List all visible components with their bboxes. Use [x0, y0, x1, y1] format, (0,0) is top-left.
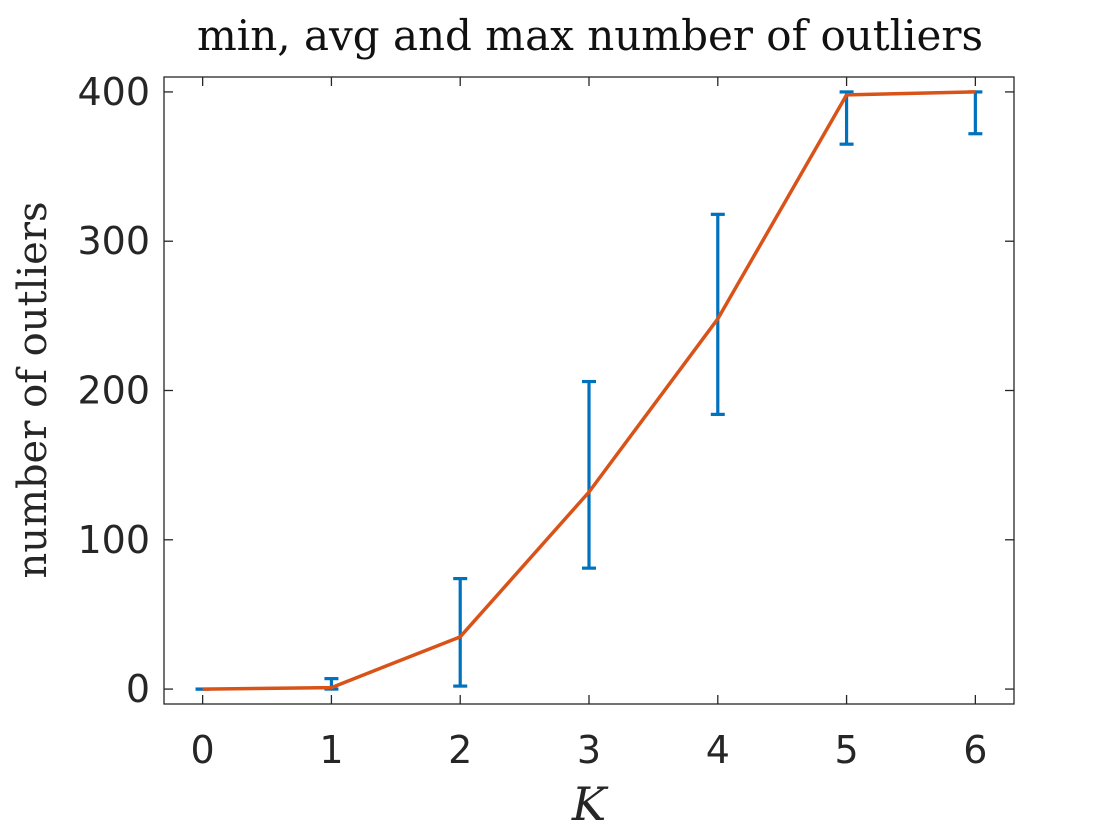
x-tick-label: 2: [448, 728, 472, 772]
plot-area: 0 1 2 3 4 5 6 0 100 200 300 400: [77, 70, 1014, 772]
x-tick-label: 1: [319, 728, 343, 772]
y-tick-label: 400: [77, 70, 150, 114]
error-bar: [839, 90, 854, 146]
y-axis-label: number of outliers: [10, 202, 56, 579]
y-tick-label: 100: [77, 518, 150, 562]
error-bar: [710, 212, 725, 416]
x-tick-label: 5: [834, 728, 858, 772]
x-tick-label: 4: [706, 728, 730, 772]
error-bar: [453, 576, 468, 688]
chart-title: min, avg and max number of outliers: [197, 11, 983, 60]
x-axis-label: K: [571, 777, 609, 831]
y-tick-label: 0: [126, 667, 150, 711]
x-tick-label: 0: [191, 728, 215, 772]
y-tick-label: 300: [77, 219, 150, 263]
error-bar: [582, 379, 596, 570]
axes-box: [163, 76, 1015, 705]
x-tick-label: 6: [963, 728, 987, 772]
y-tick-label: 200: [77, 369, 150, 413]
error-bar: [968, 90, 983, 136]
x-tick-label: 3: [577, 728, 601, 772]
